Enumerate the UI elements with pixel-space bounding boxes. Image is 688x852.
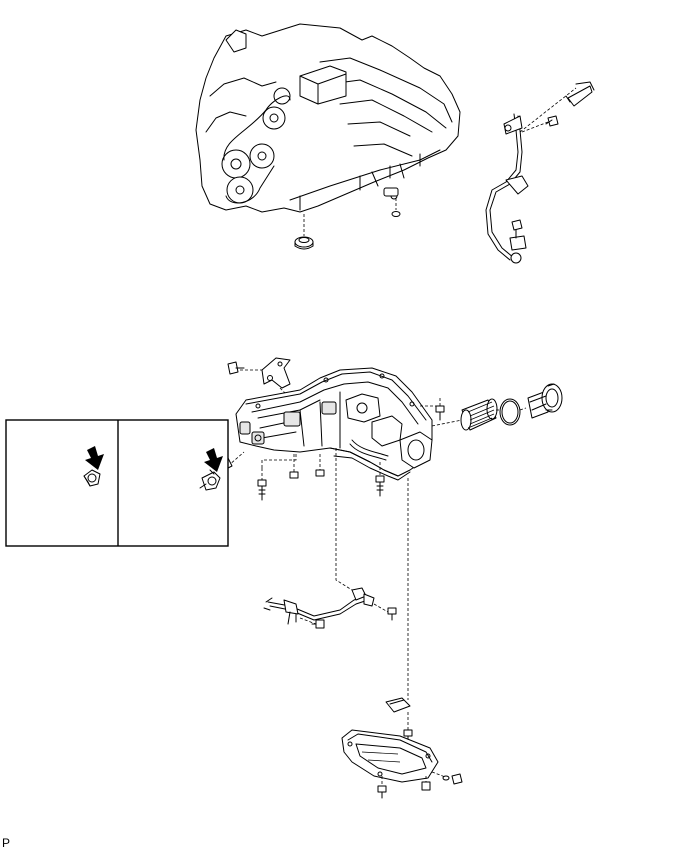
down-arrow-icon [204, 448, 223, 472]
oil-pressure-switch-detail [199, 469, 221, 491]
oil-pan-no1 [235, 367, 433, 481]
oil-filter-cap [527, 383, 563, 419]
oil-cooler-pipe [485, 81, 595, 264]
bolt [377, 785, 387, 799]
bolt [315, 469, 325, 477]
oil-filter-element [460, 398, 498, 431]
oil-filter-o-ring [499, 398, 521, 426]
oil-seal [294, 236, 314, 250]
gasket [385, 697, 411, 713]
bolt [387, 607, 397, 621]
gasket [391, 211, 401, 217]
bolt [311, 619, 325, 629]
oil-pan-no2 [341, 729, 439, 783]
detail-inset [5, 419, 229, 547]
bolt [227, 361, 245, 375]
bolt [257, 479, 267, 501]
bracket [261, 357, 291, 389]
drain-plug [421, 781, 431, 791]
bolt [442, 773, 463, 785]
oil-level-gauge-guide [263, 587, 375, 625]
bolt [435, 405, 445, 421]
figure-code: P [2, 836, 11, 850]
oil-pressure-switch-detail [83, 469, 101, 487]
bolt [511, 219, 523, 239]
bolt [545, 115, 559, 127]
engine-assembly [195, 23, 461, 213]
bolt [375, 475, 385, 497]
down-arrow-icon [85, 446, 104, 470]
bolt [289, 471, 299, 479]
bolt [403, 729, 413, 745]
